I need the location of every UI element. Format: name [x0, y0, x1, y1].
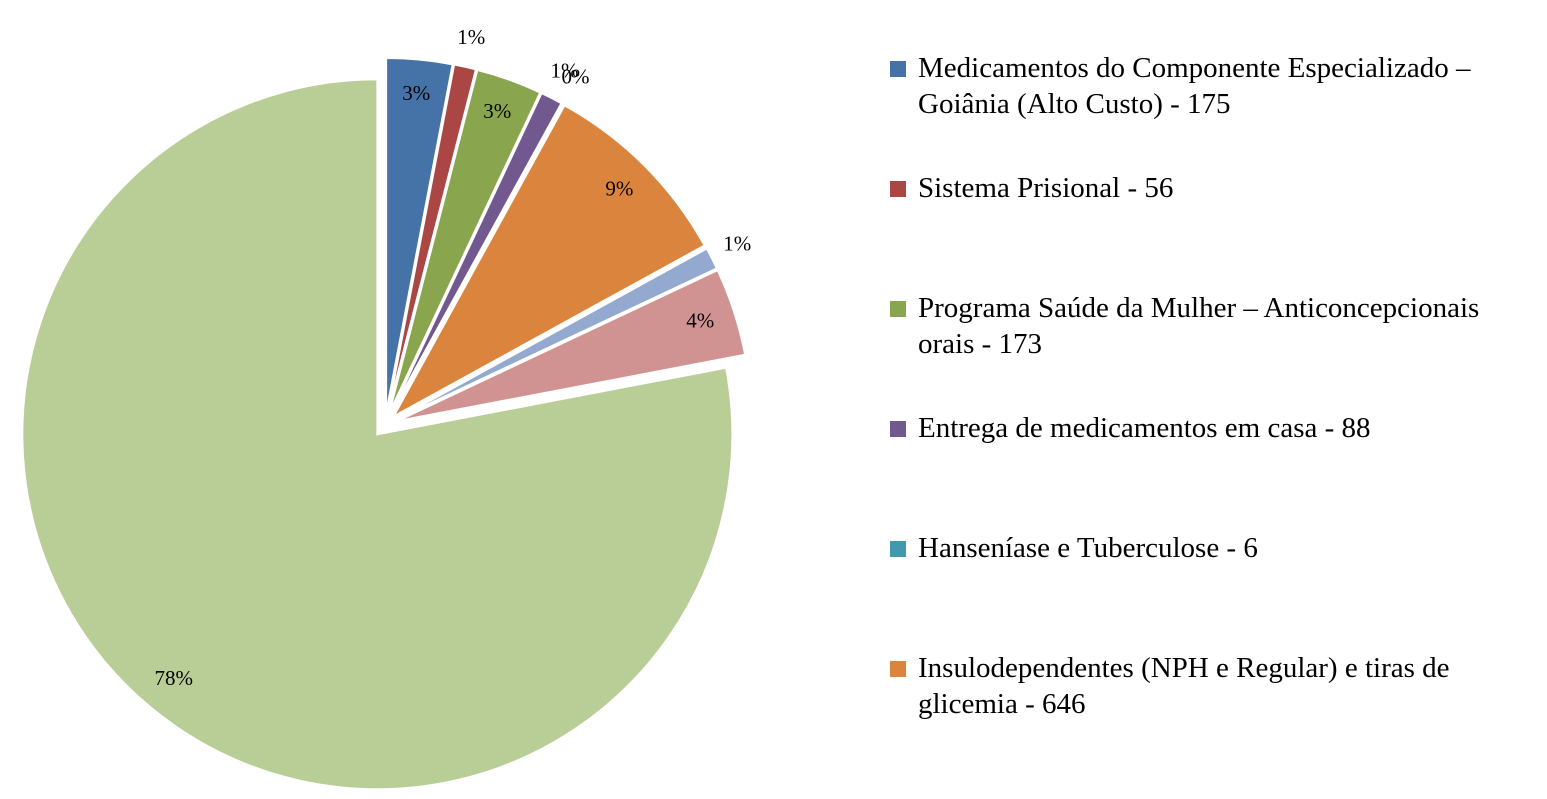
legend-label: Entrega de medicamentos em casa - 88 — [918, 412, 1371, 444]
pie-slice — [385, 57, 454, 414]
data-label: 1% — [551, 59, 579, 83]
pie-slice — [389, 91, 563, 415]
pie-slice — [21, 78, 734, 791]
data-label: 3% — [402, 81, 430, 105]
pie-slice — [388, 68, 542, 415]
legend-label: Hanseníase e Tuberculose - 6 — [918, 532, 1258, 564]
legend-swatch — [890, 421, 906, 437]
pie-slice — [390, 104, 706, 420]
legend-swatch — [890, 661, 906, 677]
data-label: 3% — [483, 99, 511, 123]
data-label: 1% — [457, 25, 485, 49]
pie-slice — [395, 268, 747, 423]
pie-slice — [395, 247, 719, 421]
data-label: 4% — [686, 308, 714, 332]
legend-label: Medicamentos do Componente Especializado… — [918, 52, 1471, 120]
legend-item: Sistema Prisional - 56 — [890, 170, 1540, 206]
legend-swatch — [890, 301, 906, 317]
legend-item: Entrega de medicamentos em casa - 88 — [890, 410, 1540, 446]
legend-label: Insulodependentes (NPH e Regular) e tira… — [918, 652, 1450, 720]
legend-swatch — [890, 541, 906, 557]
data-label: 0% — [561, 64, 589, 88]
data-label: 78% — [154, 666, 193, 690]
legend-swatch — [890, 61, 906, 77]
legend-label: Sistema Prisional - 56 — [918, 172, 1174, 204]
pie-slice — [386, 63, 478, 414]
legend-item: Programa Saúde da Mulher – Anticoncepcio… — [890, 290, 1540, 362]
legend-item: Medicamentos do Componente Especializado… — [890, 50, 1540, 122]
legend-item: Insulodependentes (NPH e Regular) e tira… — [890, 650, 1540, 722]
legend-swatch — [890, 181, 906, 197]
legend-item: Hanseníase e Tuberculose - 6 — [890, 530, 1540, 566]
chart: 3%1%3%1%0%9%1%4%78% — [21, 25, 751, 791]
data-label: 9% — [605, 176, 633, 200]
data-label: 1% — [723, 231, 751, 255]
legend-label: Programa Saúde da Mulher – Anticoncepcio… — [918, 292, 1480, 360]
